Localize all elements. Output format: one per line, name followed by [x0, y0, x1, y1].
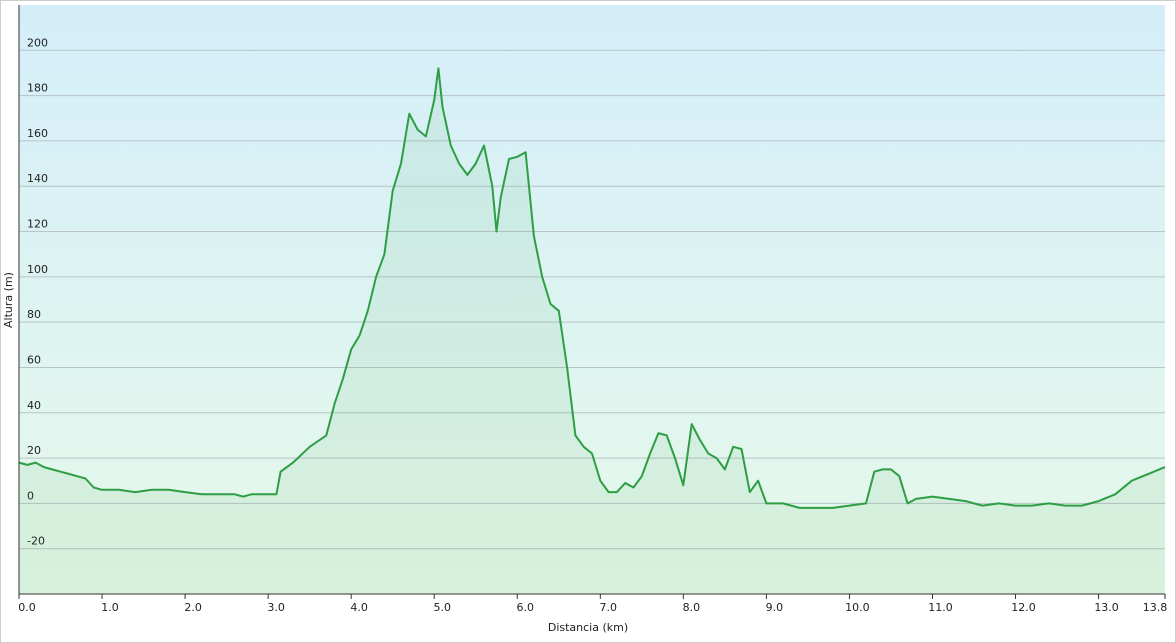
x-tick-label: 0.0 — [18, 601, 36, 614]
plot-background — [19, 5, 1165, 594]
area — [19, 68, 1165, 594]
x-tick-label: 5.0 — [433, 601, 451, 614]
y-tick-label: 160 — [27, 127, 48, 140]
y-tick-label: -20 — [27, 535, 45, 548]
x-tick-label: 8.0 — [683, 601, 701, 614]
x-tick-label: 9.0 — [766, 601, 784, 614]
x-tick-label: 4.0 — [350, 601, 368, 614]
x-tick-label: 13.0 — [1094, 601, 1119, 614]
x-tick-label: 6.0 — [517, 601, 535, 614]
x-tick-label: 10.0 — [845, 601, 870, 614]
y-tick-label: 100 — [27, 263, 48, 276]
x-tick-label: 2.0 — [184, 601, 202, 614]
y-tick-label: 200 — [27, 36, 48, 49]
x-tick-label: 1.0 — [101, 601, 119, 614]
y-tick-label: 120 — [27, 218, 48, 231]
x-tick-label: 12.0 — [1011, 601, 1036, 614]
x-tick-label: 3.0 — [267, 601, 285, 614]
x-axis-label: Distancia (km) — [548, 621, 628, 634]
y-tick-label: 180 — [27, 82, 48, 95]
y-tick-label: 140 — [27, 172, 48, 185]
y-axis-label: Altura (m) — [2, 272, 15, 328]
x-tick-label: 11.0 — [928, 601, 953, 614]
y-tick-label: 20 — [27, 444, 41, 457]
y-tick-label: 60 — [27, 353, 41, 366]
line — [18, 67, 1166, 509]
x-tick-label: 7.0 — [600, 601, 618, 614]
y-tick-label: 0 — [27, 489, 34, 502]
y-tick-label: 40 — [27, 399, 41, 412]
x-tick-label: 13.8 — [1143, 601, 1168, 614]
y-tick-label: 80 — [27, 308, 41, 321]
